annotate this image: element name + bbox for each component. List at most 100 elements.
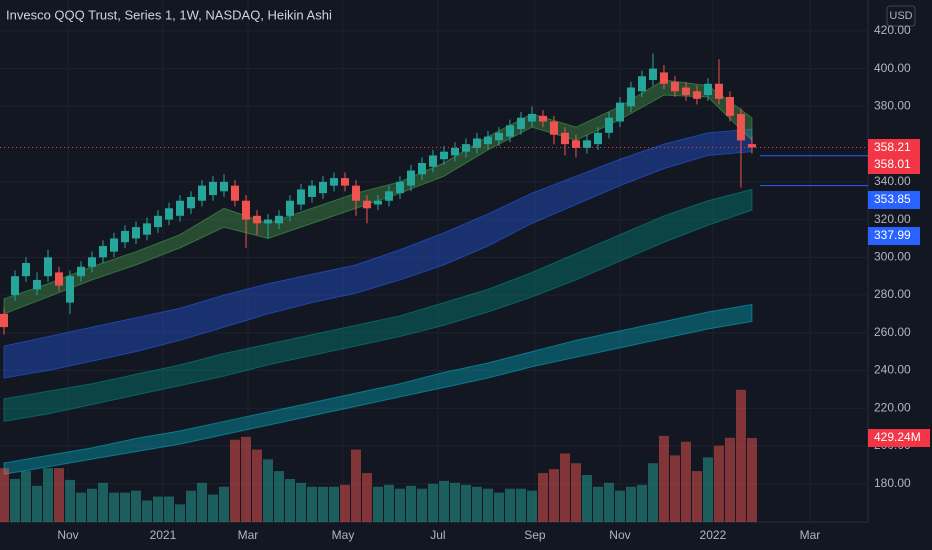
volume-bar: [438, 480, 449, 522]
volume-bar: [273, 471, 284, 522]
x-tick-label: May: [332, 528, 355, 542]
y-tick-label: 300.00: [874, 249, 911, 263]
volume-bar: [592, 486, 603, 522]
volume-bar: [394, 488, 405, 522]
volume-bar: [559, 453, 570, 522]
volume-bar: [218, 486, 229, 522]
volume-bar: [32, 485, 43, 522]
candle-body: [670, 81, 679, 92]
candle-body: [98, 246, 107, 258]
candle-body: [604, 117, 613, 133]
volume-bar: [647, 463, 658, 522]
volume-bar: [735, 389, 746, 522]
volume-bar: [10, 478, 21, 522]
volume-bar: [75, 492, 86, 522]
volume-bar: [449, 482, 460, 522]
candle-body: [373, 200, 382, 205]
volume-bar: [515, 488, 526, 522]
volume-bar: [54, 468, 65, 522]
x-tick-label: Jul: [430, 528, 445, 542]
volume-label: 429.24M: [874, 430, 921, 444]
candle-body: [626, 87, 635, 107]
candle-body: [164, 208, 173, 220]
candle-body: [131, 227, 140, 239]
volume-bar: [724, 437, 735, 522]
candle-body: [219, 181, 228, 192]
volume: [0, 389, 757, 522]
volume-bar: [317, 486, 328, 522]
volume-bar: [229, 439, 240, 522]
candle-body: [33, 279, 42, 290]
candle-body: [714, 83, 723, 99]
volume-bar: [482, 488, 493, 522]
y-tick-label: 180.00: [874, 476, 911, 490]
volume-bar: [680, 441, 691, 522]
y-tick-label: 320.00: [874, 212, 911, 226]
candle-body: [351, 185, 360, 201]
candle-body: [472, 138, 481, 148]
volume-bar: [240, 436, 251, 522]
candle-body: [736, 113, 745, 141]
volume-bar: [691, 471, 702, 522]
volume-bar: [405, 485, 416, 522]
volume-bar: [702, 457, 713, 522]
candle-body: [263, 219, 272, 224]
volume-bar: [746, 437, 757, 522]
currency: USD: [889, 10, 912, 22]
volume-bar: [526, 490, 537, 522]
y-tick-label: 400.00: [874, 61, 911, 75]
candle-body: [142, 223, 151, 235]
volume-bar: [86, 488, 97, 522]
candle-body: [153, 215, 162, 228]
volume-bar: [658, 435, 669, 522]
volume-bar: [383, 484, 394, 522]
candle-body: [65, 276, 74, 303]
currency-box[interactable]: [886, 5, 916, 27]
volume-bar: [328, 486, 339, 522]
band: [3, 188, 753, 423]
candle-body: [120, 230, 129, 243]
candle-body: [725, 96, 734, 116]
candle-body: [11, 276, 20, 296]
volume-bar: [207, 494, 218, 522]
volume-bar: [119, 492, 130, 522]
candle-body: [428, 155, 437, 167]
candle-body: [417, 162, 426, 175]
volume-bar: [262, 459, 273, 522]
candle-body: [648, 68, 657, 80]
candle-body: [0, 313, 9, 328]
candle-body: [76, 266, 85, 277]
volume-bar: [614, 490, 625, 522]
candle-body: [109, 238, 118, 252]
x-tick-label: Nov: [57, 528, 78, 542]
y-tick-label: 420.00: [874, 23, 911, 37]
candle-body: [274, 215, 283, 224]
price-label: 358.21: [874, 140, 911, 154]
volume-bar: [636, 484, 647, 522]
candle-body: [527, 113, 536, 122]
candle-body: [55, 272, 64, 286]
candle-body: [692, 91, 701, 99]
volume-label-box: [868, 429, 930, 447]
candle-body: [186, 196, 195, 209]
x-tick-label: 2022: [700, 528, 727, 542]
volume-bar: [570, 463, 581, 522]
candle-body: [549, 121, 558, 135]
candle-body: [44, 257, 53, 277]
volume-bar: [108, 492, 119, 522]
volume-bar: [339, 484, 350, 522]
y-tick-label: 280.00: [874, 287, 911, 301]
y-tick-label: 340.00: [874, 174, 911, 188]
candle-body: [505, 125, 514, 137]
candle-body: [637, 76, 646, 92]
candle-body: [340, 178, 349, 186]
candle-body: [296, 189, 305, 205]
candle-body: [615, 102, 624, 122]
candle-body: [395, 181, 404, 194]
price-label-box: [868, 227, 920, 245]
volume-bar: [372, 486, 383, 522]
volume-bar: [603, 482, 614, 522]
candle-body: [450, 147, 459, 156]
